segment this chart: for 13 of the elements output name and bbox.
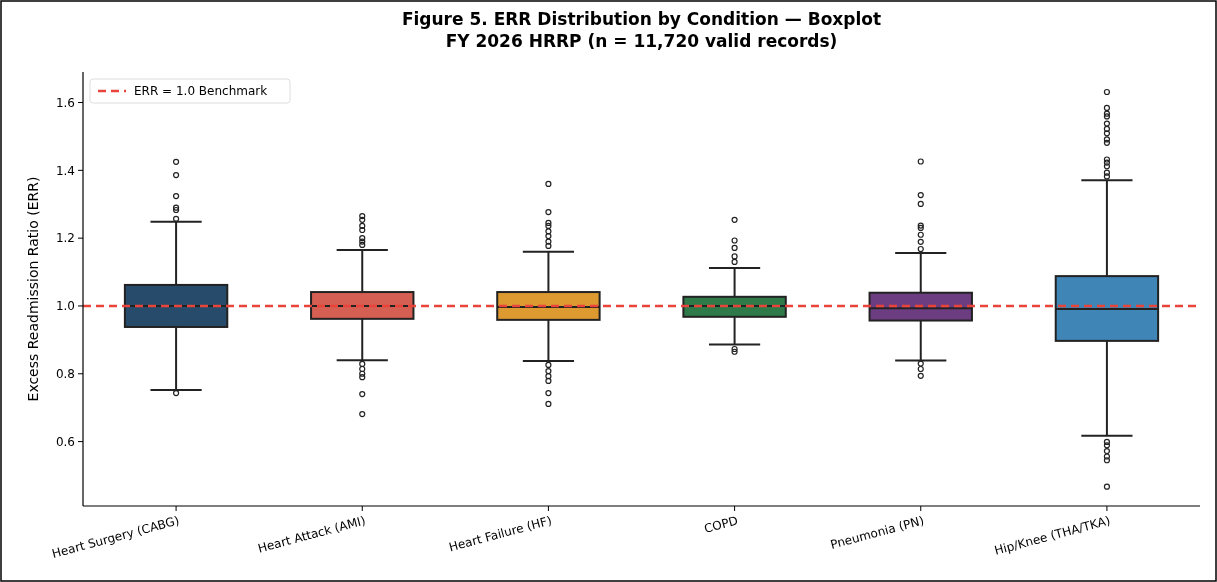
chart-title: Figure 5. ERR Distribution by Condition — Boxplot FY 2026 HRRP (n = 11,720 valid records) [401, 9, 882, 51]
y-tick-label: 0.8 [55, 366, 75, 381]
y-tick-label: 1.6 [55, 95, 75, 110]
y-tick-label: 0.6 [55, 434, 75, 449]
x-tick-label: Heart Attack (AMI) [256, 513, 368, 556]
y-tick-label: 1.4 [55, 163, 75, 178]
x-tick-label: Heart Surgery (CABG) [50, 513, 181, 561]
legend-label: ERR = 1.0 Benchmark [134, 84, 268, 99]
y-tick-label: 1.2 [55, 231, 75, 246]
y-tick-label: 1.0 [55, 299, 75, 314]
x-tick-label: COPD [702, 513, 740, 536]
x-tick-label: Heart Failure (HF) [447, 513, 554, 555]
y-axis-title: Excess Readmission Ratio (ERR) [25, 176, 41, 402]
